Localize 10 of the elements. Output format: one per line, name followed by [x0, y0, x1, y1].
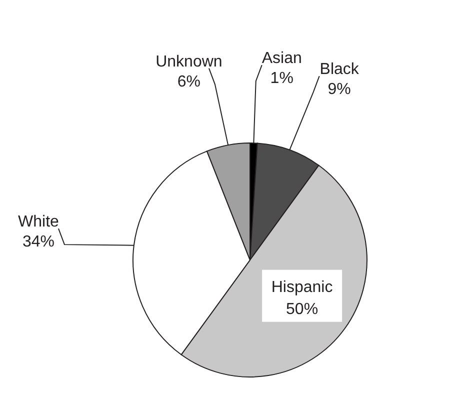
data-label: 50%	[286, 300, 318, 318]
data-label: 6%	[177, 73, 201, 90]
slice-label: Asian	[262, 50, 302, 68]
slice-label: Black	[320, 61, 360, 78]
data-label: 1%	[270, 70, 294, 88]
data-label: 9%	[328, 81, 351, 98]
slice-label: Hispanic	[271, 278, 333, 296]
data-label: 34%	[22, 234, 54, 251]
slice-label: White	[18, 214, 60, 231]
slice-label: Unknown	[156, 53, 222, 70]
